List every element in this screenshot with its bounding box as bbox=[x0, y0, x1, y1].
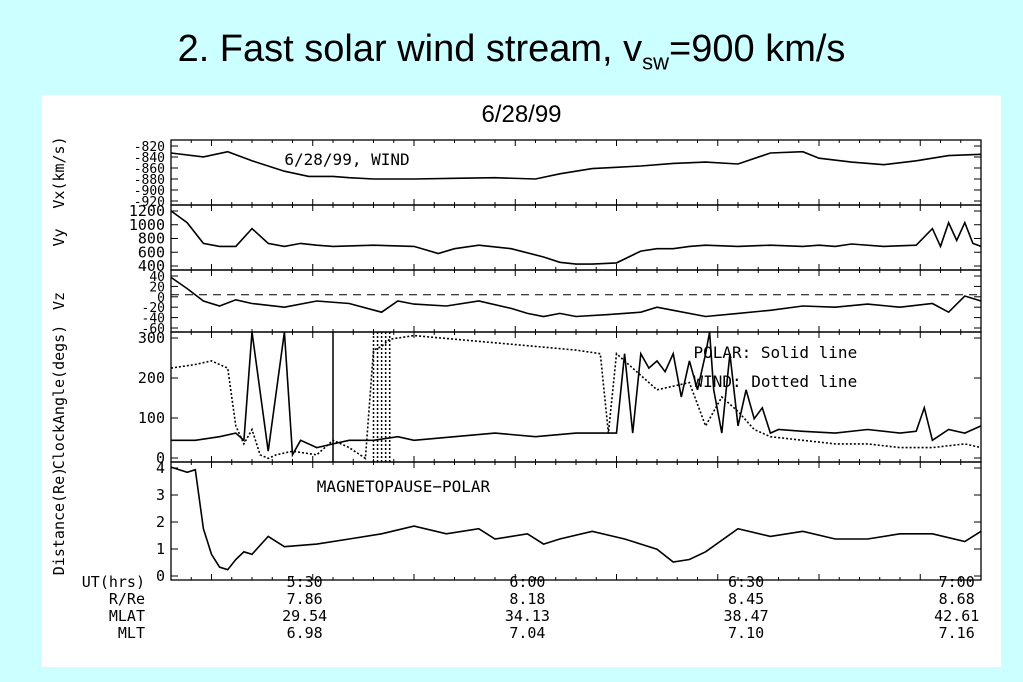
y-tick-label: 3 bbox=[156, 486, 165, 504]
panel-annotation: 6/28/99, WIND bbox=[284, 150, 409, 169]
y-tick-label: 0 bbox=[157, 291, 165, 306]
y-axis-label: Vx(km/s) bbox=[50, 136, 68, 208]
x-row-label: UT(hrs) bbox=[82, 573, 145, 591]
title-main: 2. Fast solar wind stream, v bbox=[177, 28, 643, 70]
x-tick-label: 38.47 bbox=[724, 607, 769, 625]
y-axis-label: Vz bbox=[50, 292, 68, 310]
y-tick-label: 1200 bbox=[129, 202, 165, 220]
series-line-2-1 bbox=[170, 210, 982, 265]
y-tick-label: 0 bbox=[156, 567, 165, 585]
y-tick-label: 1000 bbox=[129, 216, 165, 234]
series-line-5-1 bbox=[170, 466, 982, 571]
x-tick-label: 8.45 bbox=[728, 590, 764, 608]
y-tick-label: 20 bbox=[149, 280, 165, 295]
x-row-label: R/Re bbox=[109, 590, 145, 608]
y-tick-label: 200 bbox=[138, 369, 165, 387]
x-row-label: MLT bbox=[118, 624, 145, 642]
y-axis-label: Distance(Re) bbox=[50, 467, 68, 575]
x-row-label: MLAT bbox=[109, 607, 145, 625]
panel-annotation: MAGNETOPAUSE−POLAR bbox=[317, 477, 491, 496]
series-line-4-2 bbox=[170, 334, 982, 460]
y-tick-label: -900 bbox=[134, 184, 165, 199]
y-tick-label: -20 bbox=[142, 301, 165, 316]
x-tick-label: 6:00 bbox=[509, 573, 545, 591]
y-tick-label: -860 bbox=[134, 162, 165, 177]
x-tick-label: 6:30 bbox=[728, 573, 764, 591]
y-tick-label: 1 bbox=[156, 540, 165, 558]
legend-entry: POLAR: Solid line bbox=[693, 343, 857, 362]
title-subscript: sw bbox=[642, 49, 670, 75]
panel-frame-4 bbox=[170, 331, 982, 463]
slide-title: 2. Fast solar wind stream, vsw=900 km/s bbox=[0, 28, 1023, 76]
chart-subtitle: 6/28/99 bbox=[481, 101, 562, 128]
series-line-3-1 bbox=[170, 276, 982, 318]
x-tick-label: 6.98 bbox=[287, 624, 323, 642]
y-axis-label: Vy bbox=[50, 228, 68, 246]
x-tick-label: 42.61 bbox=[934, 607, 979, 625]
y-tick-label: 0 bbox=[156, 449, 165, 467]
y-tick-label: 2 bbox=[156, 513, 165, 531]
panel-frame-2 bbox=[170, 204, 982, 271]
y-tick-label: 300 bbox=[138, 329, 165, 347]
y-tick-label: 4 bbox=[156, 459, 165, 477]
y-tick-label: -920 bbox=[134, 195, 165, 210]
y-tick-label: 800 bbox=[138, 230, 165, 248]
series-line-4-1 bbox=[171, 331, 982, 458]
y-tick-label: -820 bbox=[134, 140, 165, 155]
y-tick-label: 400 bbox=[138, 257, 165, 275]
y-tick-label: -880 bbox=[134, 173, 165, 188]
x-tick-label: 7.10 bbox=[728, 624, 764, 642]
y-tick-label: -60 bbox=[142, 322, 165, 337]
x-tick-label: 29.54 bbox=[282, 607, 327, 625]
y-tick-label: 600 bbox=[138, 243, 165, 261]
y-tick-label: -40 bbox=[142, 312, 165, 327]
y-tick-label: -840 bbox=[134, 151, 165, 166]
series-line-1-1 bbox=[170, 150, 982, 180]
y-tick-label: 100 bbox=[138, 409, 165, 427]
x-tick-label: 7.04 bbox=[509, 624, 545, 642]
x-tick-label: 8.18 bbox=[509, 590, 545, 608]
x-tick-label: 7:00 bbox=[939, 573, 975, 591]
x-tick-label: 7.16 bbox=[939, 624, 975, 642]
figure-panel: 6/28/99 -820 -840 -860 -880 -900 -920 Vx(km/s)… bbox=[42, 95, 1001, 667]
x-tick-label: 8.68 bbox=[939, 590, 975, 608]
y-tick-label: 40 bbox=[149, 270, 165, 285]
legend-entry: WIND: Dotted line bbox=[693, 372, 857, 391]
stacked-time-series-chart: -820-840-860-880-900-920 Vx(km/s) 6/28/99,… bbox=[50, 136, 982, 642]
x-tick-label: 34.13 bbox=[505, 607, 550, 625]
panel-frame-3 bbox=[170, 269, 982, 333]
panel-frame-5 bbox=[170, 461, 982, 581]
y-axis-label: ClockAngle(degs) bbox=[50, 325, 68, 470]
title-end: =900 km/s bbox=[669, 28, 846, 70]
x-tick-label: 5:30 bbox=[287, 573, 323, 591]
x-tick-label: 7.86 bbox=[287, 590, 323, 608]
